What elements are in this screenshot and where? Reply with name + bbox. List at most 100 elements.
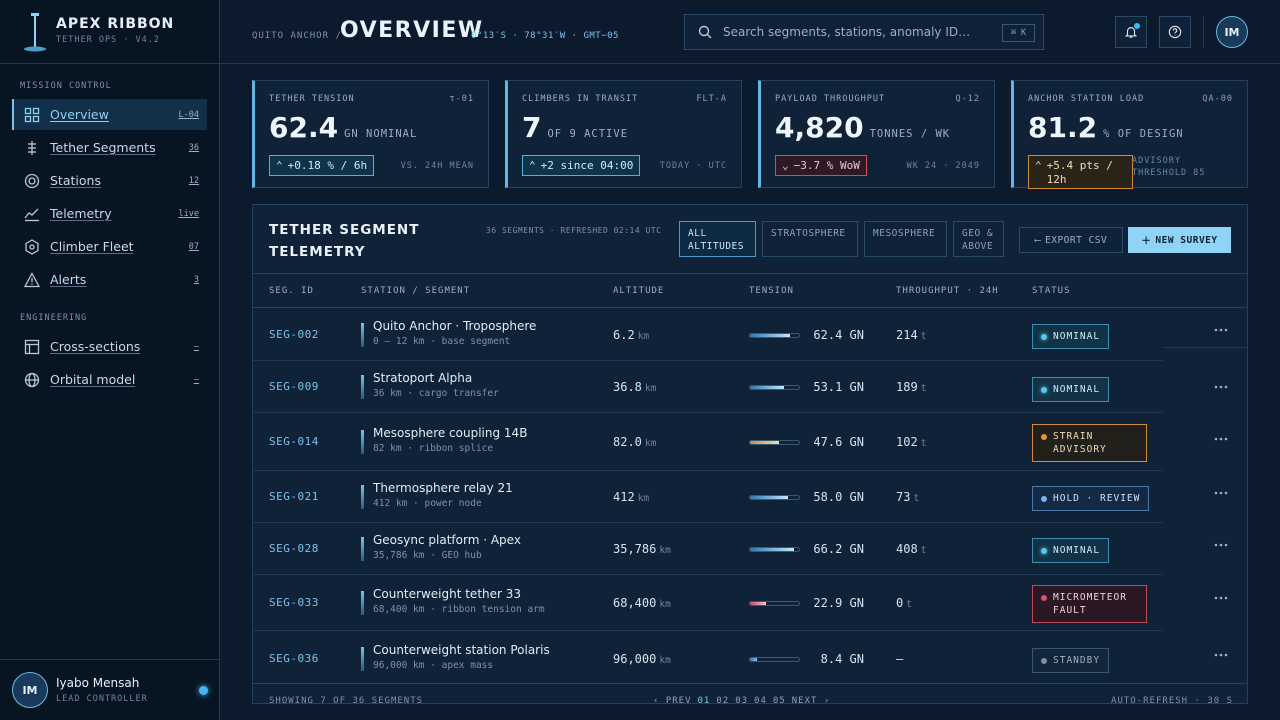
throughput-value: 73 t (896, 490, 920, 504)
segment-description: 412 km · power node (373, 498, 482, 509)
filter-geo-above[interactable]: GEO & ABOVE (953, 221, 1004, 257)
table-row[interactable]: SEG-002 Quito Anchor · Troposphere 0 – 1… (253, 309, 1247, 361)
kpi-delta: ⌃ +0.18 % / 6h (269, 155, 375, 176)
sidebar-item-telemetry[interactable]: Telemetry live (12, 198, 207, 229)
row-divider (253, 360, 1163, 361)
segment-id[interactable]: SEG-021 (269, 490, 319, 503)
warning-icon (22, 270, 42, 290)
tension-value: 8.4 GN (820, 652, 864, 666)
segment-id[interactable]: SEG-009 (269, 380, 319, 393)
pagination-next[interactable]: NEXT › (791, 696, 831, 704)
new-survey-button[interactable]: ＋ NEW SURVEY (1128, 227, 1231, 253)
sidebar-item-cross-sections[interactable]: Cross-sections — (12, 331, 207, 362)
kpi-label: TETHER TENSION (269, 94, 355, 104)
kpi-unit: TONNES / WK (869, 128, 951, 140)
segment-id[interactable]: SEG-033 (269, 596, 319, 609)
plus-icon: ＋ (1141, 236, 1152, 247)
pagination-prev[interactable]: ‹ PREV (653, 696, 692, 704)
throughput-value: — (896, 652, 904, 666)
sidebar-item-alerts[interactable]: Alerts 3 (12, 264, 207, 295)
segment-id[interactable]: SEG-014 (269, 435, 319, 448)
user-profile[interactable]: IM Iyabo Mensah LEAD CONTROLLER (0, 659, 219, 720)
status-dot (1041, 547, 1047, 554)
more-options-icon[interactable] (1213, 540, 1229, 550)
help-button[interactable] (1159, 16, 1191, 48)
segment-id[interactable]: SEG-002 (269, 328, 319, 341)
help-icon (1168, 25, 1182, 39)
segment-id[interactable]: SEG-036 (269, 652, 319, 665)
column-header-tension[interactable]: TENSION (749, 286, 794, 296)
kpi-value: 7 OF 9 ACTIVE (522, 111, 629, 144)
sidebar-item-count: 36 (188, 142, 199, 153)
segment-description: 35,786 km · GEO hub (373, 550, 482, 561)
sidebar-item-label: Alerts (50, 272, 87, 287)
pagination-page-1[interactable]: 01 (697, 696, 711, 704)
search-bar[interactable]: ⌘ K (684, 14, 1044, 50)
sidebar-item-orbital-model[interactable]: Orbital model — (12, 364, 207, 395)
pagination-page-2[interactable]: 02 (716, 696, 730, 704)
tether-icon (22, 138, 42, 158)
layout-icon (22, 337, 42, 357)
table-row[interactable]: SEG-028 Geosync platform · Apex 35,786 k… (253, 523, 1247, 575)
sidebar-item-label: Overview (50, 107, 109, 122)
tension-bar (749, 657, 800, 662)
more-options-icon[interactable] (1213, 434, 1229, 444)
status-badge: MICROMETEOR FAULT (1032, 585, 1147, 623)
table-row[interactable]: SEG-014 Mesosphere coupling 14B 82 km · … (253, 413, 1247, 471)
search-input[interactable] (723, 25, 1043, 39)
header-avatar[interactable]: IM (1216, 16, 1248, 48)
more-options-icon[interactable] (1213, 650, 1229, 660)
tension-bar (749, 385, 800, 390)
target-icon (22, 171, 42, 191)
kpi-delta: ⌃ +2 since 04:00 (522, 155, 641, 176)
column-header-throughput[interactable]: THROUGHPUT · 24H (896, 286, 999, 296)
pagination-page-3[interactable]: 03 (735, 696, 749, 704)
table-row[interactable]: SEG-009 Stratoport Alpha 36 km · cargo t… (253, 361, 1247, 413)
table-row[interactable]: SEG-036 Counterweight station Polaris 96… (253, 631, 1247, 683)
avatar: IM (12, 672, 48, 708)
kpi-note: WK 24 · 2049 (906, 161, 980, 171)
pagination-page-5[interactable]: 05 (772, 696, 786, 704)
column-header-status[interactable]: STATUS (1032, 286, 1071, 296)
row-divider (1163, 347, 1247, 348)
segment-id[interactable]: SEG-028 (269, 542, 319, 555)
breadcrumb[interactable]: QUITO ANCHOR / (252, 31, 342, 41)
sidebar-item-tether-segments[interactable]: Tether Segments 36 (12, 132, 207, 163)
more-options-icon[interactable] (1213, 488, 1229, 498)
altitude-value: 35,786 km (613, 542, 671, 556)
table-row[interactable]: SEG-021 Thermosphere relay 21 412 km · p… (253, 471, 1247, 523)
filter-all-altitudes[interactable]: ALL ALTITUDES (679, 221, 756, 257)
pagination-page-4[interactable]: 04 (754, 696, 767, 704)
user-name: Iyabo Mensah (56, 676, 140, 690)
row-divider (253, 412, 1163, 413)
filter-mesosphere[interactable]: MESOSPHERE (864, 221, 947, 257)
sidebar-item-count: — (193, 341, 199, 352)
kpi-unit: GN NOMINAL (344, 128, 418, 140)
sidebar-item-climber-fleet[interactable]: Climber Fleet 07 (12, 231, 207, 262)
kpi-value: 4,820 TONNES / WK (775, 111, 951, 144)
sidebar-item-label: Climber Fleet (50, 239, 134, 254)
column-header-seg-id[interactable]: SEG. ID (269, 286, 314, 296)
table-row[interactable]: SEG-033 Counterweight tether 33 68,400 k… (253, 575, 1247, 631)
kpi-card-payload[interactable]: PAYLOAD THROUGHPUT Q-12 4,820 TONNES / WK… (758, 80, 995, 188)
more-options-icon[interactable] (1213, 593, 1229, 603)
column-header-altitude[interactable]: ALTITUDE (613, 286, 665, 296)
notifications-button[interactable] (1115, 16, 1147, 48)
kpi-card-tether-tension[interactable]: TETHER TENSION τ-01 62.4 GN NOMINAL ⌃ +0.1… (252, 80, 489, 188)
sidebar-item-stations[interactable]: Stations 12 (12, 165, 207, 196)
bell-icon (1124, 27, 1138, 38)
trend-icon (22, 204, 42, 224)
kpi-card-climbers[interactable]: CLIMBERS IN TRANSIT FLT-A 7 OF 9 ACTIVE ⌃… (505, 80, 742, 188)
sidebar-item-overview[interactable]: Overview L-04 (12, 99, 207, 130)
export-csv-button[interactable]: ⟵ EXPORT CSV (1019, 227, 1123, 253)
more-options-icon[interactable] (1213, 325, 1229, 335)
kpi-note: TODAY · UTC (659, 161, 727, 171)
filter-stratosphere[interactable]: STRATOSPHERE (762, 221, 858, 257)
table-header: SEG. ID STATION / SEGMENT ALTITUDE TENSI… (253, 273, 1247, 308)
kpi-delta: ⌄ −3.7 % WoW (775, 155, 867, 176)
more-options-icon[interactable] (1213, 382, 1229, 392)
kpi-card-anchor-load[interactable]: ANCHOR STATION LOAD QA-00 81.2% OF DESIG… (1011, 80, 1248, 189)
kpi-unit: % OF DESIGN (1103, 128, 1184, 140)
tension-value: 53.1 GN (813, 380, 864, 394)
column-header-station[interactable]: STATION / SEGMENT (361, 286, 471, 296)
